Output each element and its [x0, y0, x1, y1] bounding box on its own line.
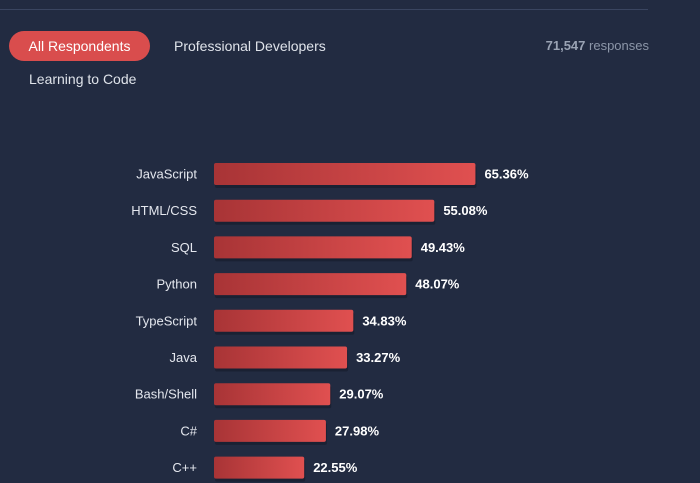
value-label: 22.55% [313, 460, 358, 475]
top-divider [0, 9, 648, 10]
bar-chart: JavaScript 65.36% HTML/CSS 55.08% SQL 49.43% P… [131, 163, 529, 482]
value-label: 49.43% [421, 240, 466, 255]
bar-bash-shell [214, 383, 331, 406]
responses-number: 71,547 [545, 38, 586, 53]
category-label: Python [157, 277, 197, 292]
category-label: JavaScript [136, 167, 197, 182]
bar-typescript [214, 309, 354, 332]
bar-python [214, 273, 407, 296]
bar-java [214, 346, 348, 369]
category-label: SQL [171, 240, 197, 255]
responses-count: 71,547 responses [546, 38, 649, 53]
category-label: Bash/Shell [135, 387, 197, 402]
bar-html-css [214, 199, 435, 222]
value-label: 27.98% [335, 423, 380, 438]
value-label: 33.27% [356, 350, 401, 365]
category-label: TypeScript [136, 313, 198, 328]
value-label: 55.08% [443, 203, 488, 218]
value-label: 29.07% [339, 387, 384, 402]
category-label: HTML/CSS [131, 203, 197, 218]
bar-javascript [214, 163, 476, 185]
category-label: C++ [172, 460, 197, 475]
responses-label: responses [589, 38, 649, 53]
bar-c- [214, 419, 326, 442]
category-label: C# [180, 423, 197, 438]
tab-learning-to-code[interactable]: Learning to Code [29, 71, 137, 87]
value-label: 65.36% [484, 167, 529, 182]
category-label: Java [170, 350, 198, 365]
tab-professional-developers[interactable]: Professional Developers [174, 38, 326, 54]
bar-c- [214, 456, 305, 479]
tab-all-respondents[interactable]: All Respondents [9, 31, 150, 61]
bar-sql [214, 236, 412, 259]
value-label: 48.07% [415, 277, 460, 292]
value-label: 34.83% [362, 313, 407, 328]
